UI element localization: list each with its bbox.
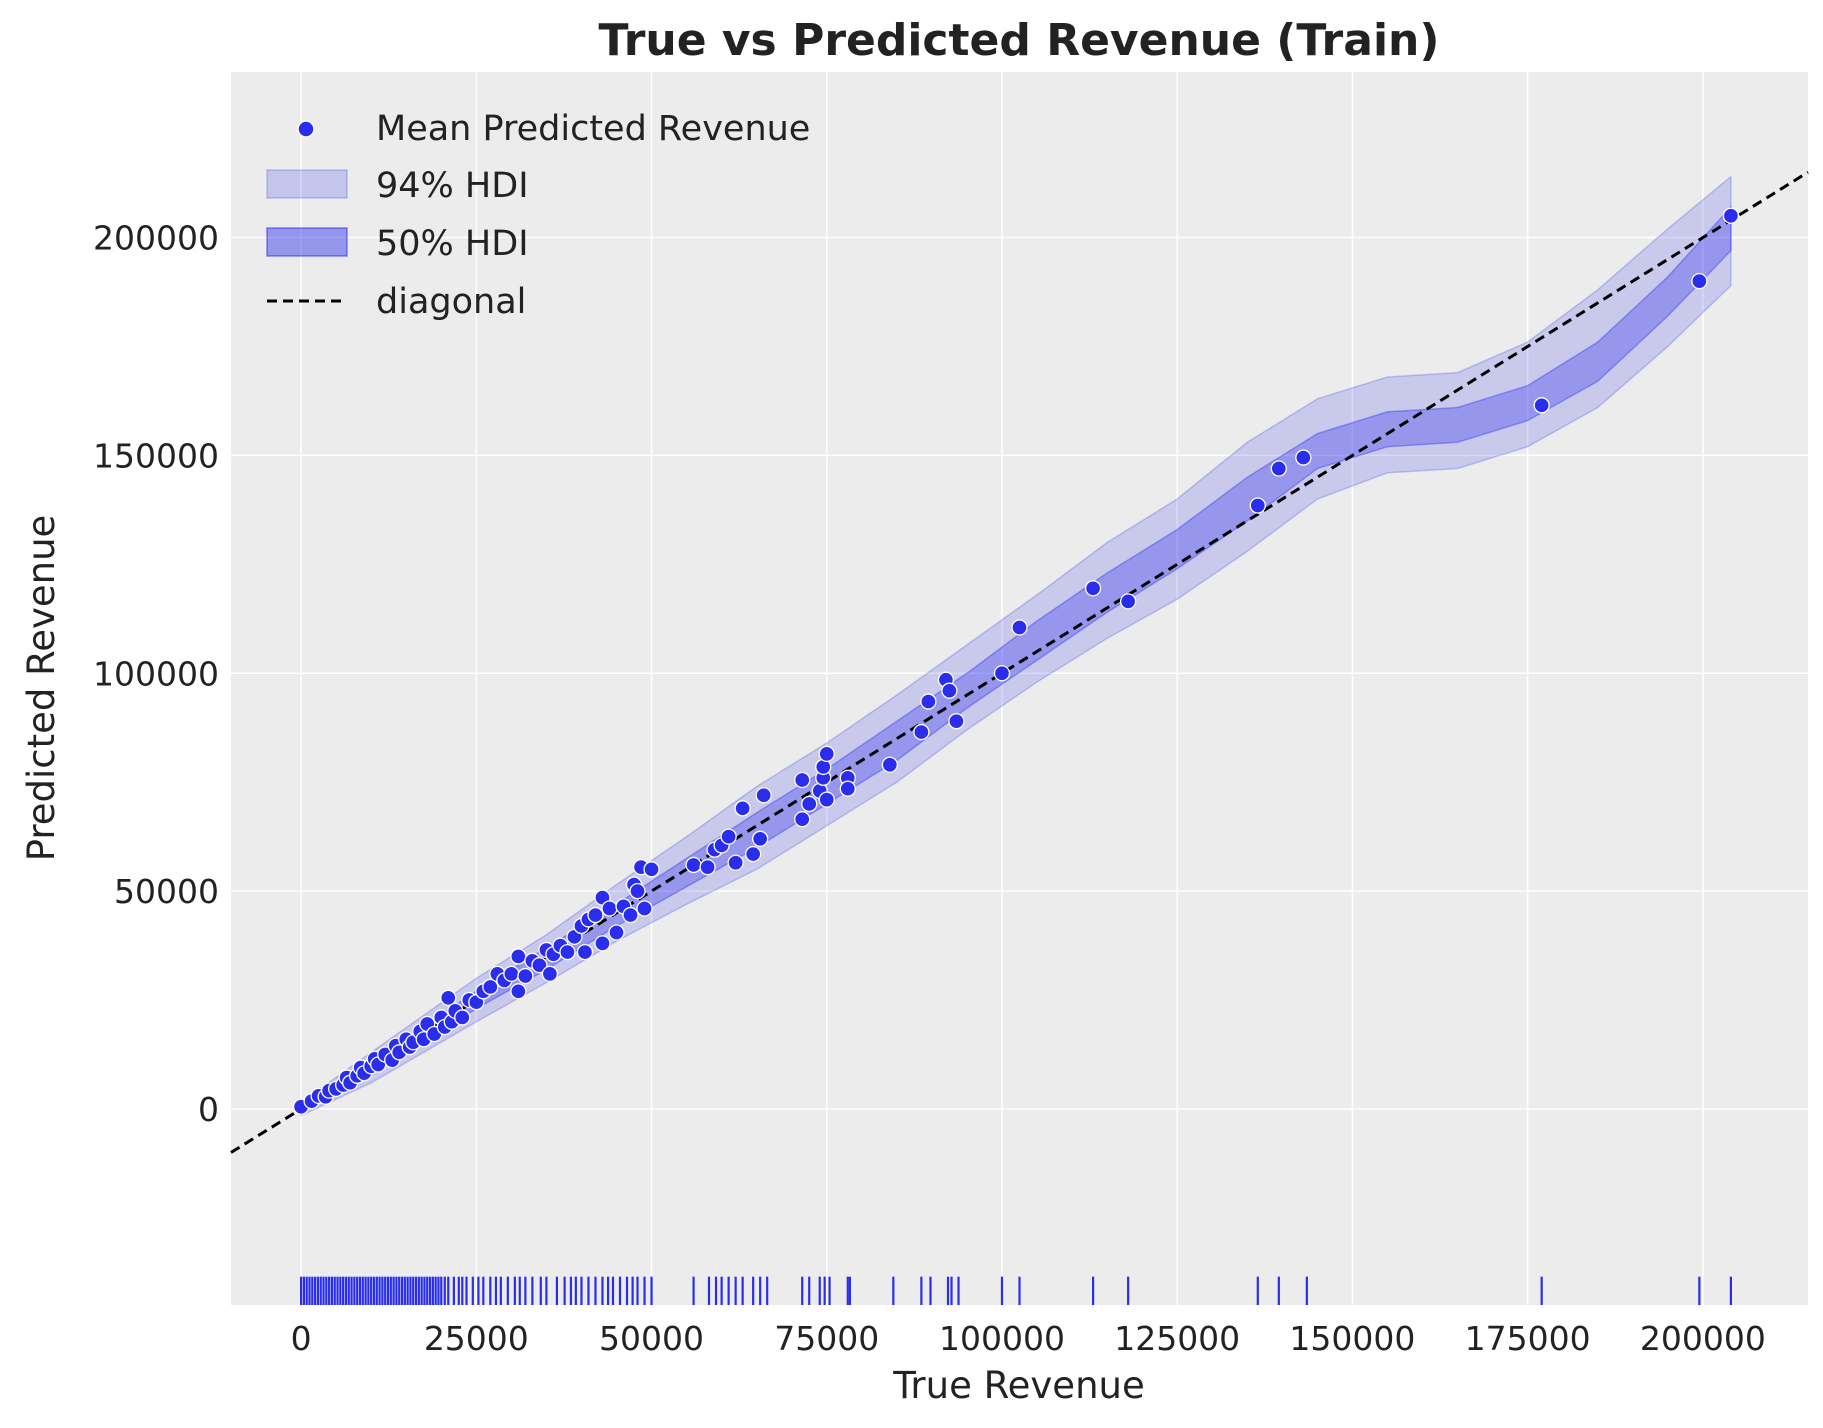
data-point-28 [440, 989, 457, 1006]
data-point-48 [559, 943, 576, 961]
x-tick-label-1: 25000 [424, 1319, 529, 1358]
data-point-35 [482, 978, 499, 996]
legend: Mean Predicted Revenue 94% HDI 50% HDI d… [266, 109, 810, 322]
data-point-56 [601, 900, 618, 917]
data-point-53 [587, 906, 604, 924]
data-point-41 [517, 967, 534, 985]
data-point-93 [1084, 580, 1102, 597]
legend-swatch-hdi50 [266, 227, 348, 257]
data-point-39 [510, 948, 527, 965]
data-point-38 [503, 965, 520, 983]
data-point-57 [608, 924, 625, 941]
data-point-61 [629, 882, 646, 900]
data-point-73 [752, 830, 769, 847]
y-axis-label: Predicted Revenue [20, 515, 63, 862]
data-point-66 [699, 858, 716, 876]
data-point-59 [622, 906, 639, 924]
x-tick-label-8: 200000 [1640, 1319, 1766, 1358]
data-point-72 [745, 845, 762, 863]
x-tick-labels: 0 25000 50000 75000 100000 125000 150000 175000… [291, 1319, 1766, 1358]
chart-title: True vs Predicted Revenue (Train) [599, 15, 1440, 66]
scatter-points [292, 207, 1740, 1115]
data-point-100 [1722, 207, 1740, 224]
data-point-71 [734, 800, 751, 817]
data-point-89 [941, 682, 958, 699]
data-point-97 [1295, 449, 1312, 466]
hdi-94-band [300, 175, 1732, 1117]
data-point-63 [636, 900, 653, 917]
data-point-95 [1249, 497, 1266, 514]
data-point-91 [993, 665, 1011, 682]
x-tick-label-5: 125000 [1114, 1319, 1240, 1358]
data-point-84 [839, 780, 856, 797]
plot-background [231, 72, 1808, 1305]
data-point-69 [720, 828, 737, 845]
x-tick-label-0: 0 [291, 1319, 312, 1358]
data-point-81 [818, 745, 835, 763]
y-tick-label-0: 0 [198, 1090, 219, 1129]
data-point-92 [1011, 619, 1028, 636]
y-tick-label-2: 100000 [93, 654, 219, 693]
legend-label-points: Mean Predicted Revenue [376, 109, 810, 149]
y-tick-label-1: 50000 [114, 872, 219, 911]
legend-marker-points [297, 120, 315, 138]
data-point-65 [685, 856, 702, 874]
data-point-77 [801, 795, 818, 813]
x-tick-label-7: 175000 [1465, 1319, 1591, 1358]
x-tick-label-4: 100000 [939, 1319, 1065, 1358]
legend-label-hdi94: 94% HDI [376, 166, 529, 206]
legend-label-diagonal: diagonal [376, 282, 526, 322]
data-point-75 [794, 771, 811, 789]
data-point-70 [727, 854, 744, 871]
data-point-45 [541, 965, 559, 983]
data-point-76 [794, 811, 811, 828]
data-point-96 [1270, 460, 1287, 477]
data-point-43 [531, 957, 548, 974]
y-tick-labels: 0 50000 100000 150000 200000 [93, 219, 219, 1129]
x-tick-label-3: 75000 [774, 1319, 879, 1358]
data-point-90 [948, 713, 965, 730]
data-point-82 [818, 791, 835, 808]
y-tick-label-3: 150000 [93, 436, 219, 475]
data-point-87 [920, 693, 937, 710]
data-point-86 [913, 723, 930, 741]
data-point-31 [454, 1009, 471, 1026]
rug-ticks [299, 1276, 1733, 1305]
legend-label-hdi50: 50% HDI [376, 224, 529, 264]
data-point-94 [1119, 593, 1137, 610]
data-point-55 [594, 935, 611, 952]
data-point-98 [1533, 397, 1550, 414]
x-tick-label-6: 150000 [1289, 1319, 1415, 1358]
x-tick-label-2: 50000 [599, 1319, 704, 1358]
legend-swatch-hdi94 [266, 169, 348, 199]
data-point-51 [576, 943, 594, 961]
data-point-64 [643, 861, 660, 878]
data-point-99 [1691, 272, 1708, 290]
y-tick-label-4: 200000 [93, 219, 219, 258]
x-axis-label: True Revenue [892, 1364, 1144, 1407]
data-point-85 [881, 756, 898, 773]
data-point-74 [755, 787, 772, 804]
data-point-40 [510, 983, 527, 1000]
